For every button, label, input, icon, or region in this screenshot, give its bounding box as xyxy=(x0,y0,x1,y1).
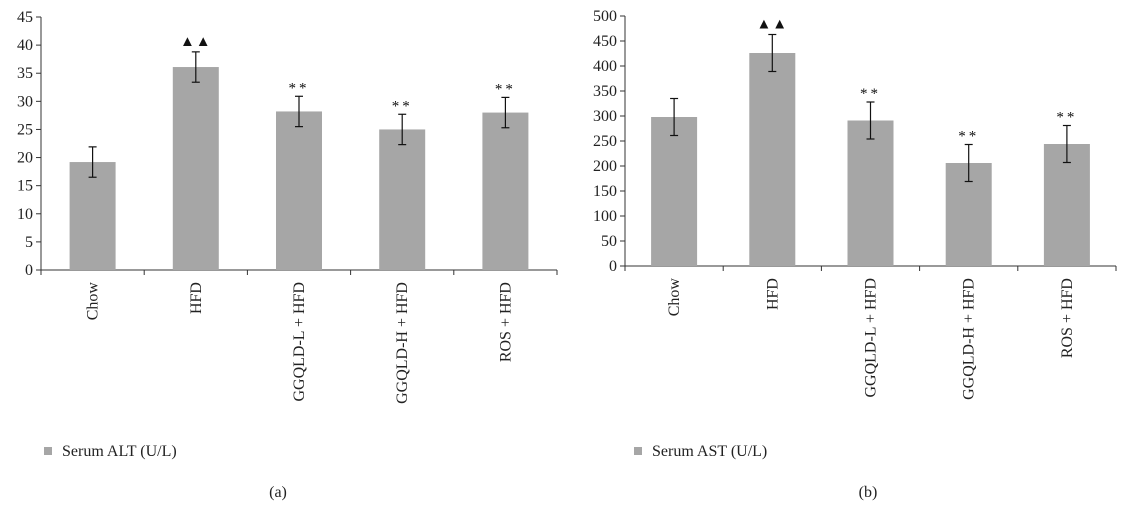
y-tick-label: 200 xyxy=(593,158,617,175)
y-tick-label: 150 xyxy=(593,183,617,200)
y-tick-label: 25 xyxy=(17,121,33,138)
significance-star-marker: ** xyxy=(495,81,516,97)
bar xyxy=(173,67,219,270)
x-category-label: Chow xyxy=(666,278,683,317)
x-category-label: ROS + HFD xyxy=(1059,278,1076,358)
y-tick-label: 10 xyxy=(17,206,33,223)
y-tick-label: 15 xyxy=(17,178,33,195)
y-tick-label: 30 xyxy=(17,93,33,110)
bar xyxy=(651,117,697,266)
y-tick-label: 45 xyxy=(17,9,33,26)
bar xyxy=(276,111,322,270)
x-category-label: GGQLD-L + HFD xyxy=(863,278,880,398)
bar xyxy=(379,129,425,270)
panel-label: (a) xyxy=(269,484,287,501)
bar xyxy=(482,113,528,270)
significance-star-marker: ** xyxy=(392,98,413,114)
y-tick-label: 40 xyxy=(17,37,33,54)
significance-star-marker: ** xyxy=(289,80,310,96)
bar xyxy=(749,53,795,266)
legend-swatch xyxy=(634,447,642,455)
y-tick-label: 300 xyxy=(593,108,617,125)
y-tick-label: 500 xyxy=(593,8,617,25)
chart-panel-b: 0 50 100 150 200 250 300 350 400 450 500 Chow ▲▲ HFD *… xyxy=(593,8,1116,501)
legend-swatch xyxy=(44,447,52,455)
significance-triangle-marker: ▲▲ xyxy=(180,34,212,50)
y-tick-label: 400 xyxy=(593,58,617,75)
chart-panel-a: 0 5 10 15 20 25 30 35 40 45 Chow ▲▲ HFD ** GGQLD-L + H… xyxy=(17,9,557,501)
y-tick-label: 20 xyxy=(17,150,33,167)
legend-label: Serum AST (U/L) xyxy=(652,443,767,460)
bar xyxy=(848,121,894,267)
significance-star-marker: ** xyxy=(958,129,979,145)
x-category-label: GGQLD-H + HFD xyxy=(394,282,411,404)
x-category-label: HFD xyxy=(188,282,205,314)
x-category-label: HFD xyxy=(764,278,781,310)
x-category-label: Chow xyxy=(85,282,102,321)
significance-triangle-marker: ▲▲ xyxy=(756,17,788,33)
y-tick-label: 250 xyxy=(593,133,617,150)
x-category-label: GGQLD-H + HFD xyxy=(961,278,978,400)
y-tick-label: 0 xyxy=(25,262,33,279)
y-tick-label: 350 xyxy=(593,83,617,100)
significance-star-marker: ** xyxy=(860,86,881,102)
significance-star-marker: ** xyxy=(1056,110,1077,126)
y-tick-label: 5 xyxy=(25,234,33,251)
bar xyxy=(70,162,116,270)
panel-label: (b) xyxy=(859,484,878,501)
y-tick-label: 35 xyxy=(17,65,33,82)
y-tick-label: 50 xyxy=(601,233,617,250)
x-category-label: ROS + HFD xyxy=(497,282,514,362)
y-tick-label: 450 xyxy=(593,33,617,50)
y-tick-label: 100 xyxy=(593,208,617,225)
y-tick-label: 0 xyxy=(609,258,617,275)
legend-label: Serum ALT (U/L) xyxy=(62,443,177,460)
x-category-label: GGQLD-L + HFD xyxy=(291,282,308,402)
